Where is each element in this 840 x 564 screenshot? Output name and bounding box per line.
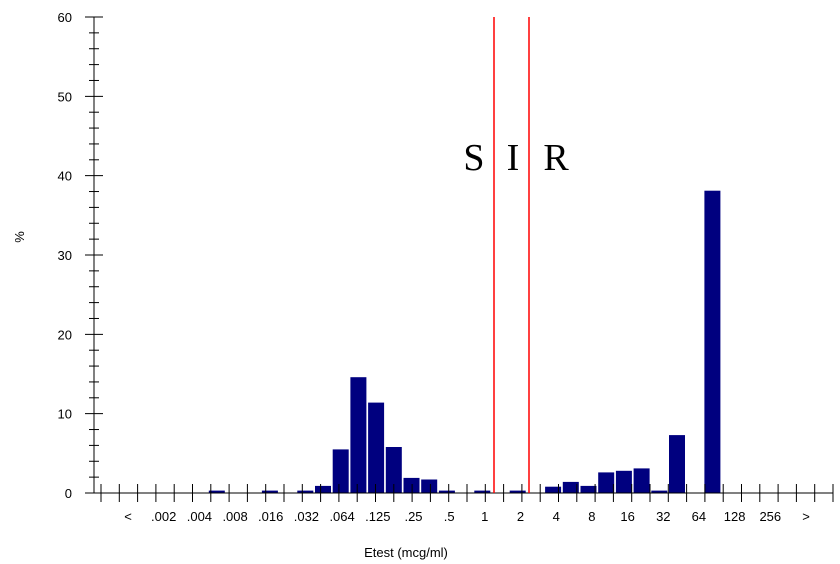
y-tick-label: 40 — [58, 169, 72, 184]
x-tick-label: 2 — [517, 509, 524, 524]
x-tick-label: > — [802, 509, 810, 524]
x-tick-label: 1 — [481, 509, 488, 524]
bar — [438, 490, 455, 493]
x-axis-title: Etest (mcg/ml) — [364, 545, 448, 560]
y-tick-label: 60 — [58, 10, 72, 25]
bar — [509, 490, 526, 493]
y-tick-label: 30 — [58, 248, 72, 263]
x-tick-label: < — [124, 509, 132, 524]
x-tick-label: .016 — [258, 509, 283, 524]
bar — [403, 477, 420, 493]
zone-label-s: S — [463, 137, 484, 179]
zone-label-i: I — [507, 137, 520, 179]
x-tick-label: 64 — [692, 509, 706, 524]
bar — [385, 447, 402, 493]
x-tick-label: .008 — [222, 509, 247, 524]
y-tick-label: 0 — [65, 486, 72, 501]
bar — [297, 490, 314, 493]
bar — [474, 490, 491, 493]
x-tick-label: 16 — [620, 509, 634, 524]
bar — [315, 485, 331, 493]
x-tick-label: 128 — [724, 509, 746, 524]
y-axis-title: % — [12, 231, 27, 243]
x-tick-label: 4 — [553, 509, 560, 524]
breakpoints-group — [493, 17, 530, 493]
bar — [598, 472, 615, 493]
zone-label-r: R — [543, 137, 569, 179]
x-tick-label: .25 — [404, 509, 422, 524]
bar — [208, 490, 225, 493]
bar — [633, 468, 650, 493]
bar — [580, 485, 597, 493]
bar — [368, 402, 385, 493]
bar — [651, 490, 668, 493]
x-tick-label: 8 — [588, 509, 595, 524]
bar — [704, 190, 721, 493]
y-tick-label: 50 — [58, 89, 72, 104]
bar — [669, 435, 685, 493]
x-tick-label: 32 — [656, 509, 670, 524]
x-tick-label: .002 — [151, 509, 176, 524]
bar — [261, 490, 278, 493]
x-tick-label: .064 — [329, 509, 354, 524]
bar — [615, 470, 632, 493]
y-tick-label: 20 — [58, 327, 72, 342]
bars-group — [208, 190, 721, 493]
y-tick-label: 10 — [58, 407, 72, 422]
bar — [562, 481, 579, 493]
axes-group: 0 10 20 30 40 50 60 < .002 .004 .008 .016 .032 .064 .1… — [58, 10, 834, 524]
bar — [421, 479, 438, 493]
x-tick-label: .5 — [444, 509, 455, 524]
bar — [332, 449, 349, 493]
x-tick-label: .004 — [187, 509, 212, 524]
x-tick-label: 256 — [759, 509, 781, 524]
bar — [545, 486, 562, 493]
x-tick-label: .032 — [294, 509, 319, 524]
x-tick-label: .125 — [365, 509, 390, 524]
bar — [350, 377, 367, 493]
